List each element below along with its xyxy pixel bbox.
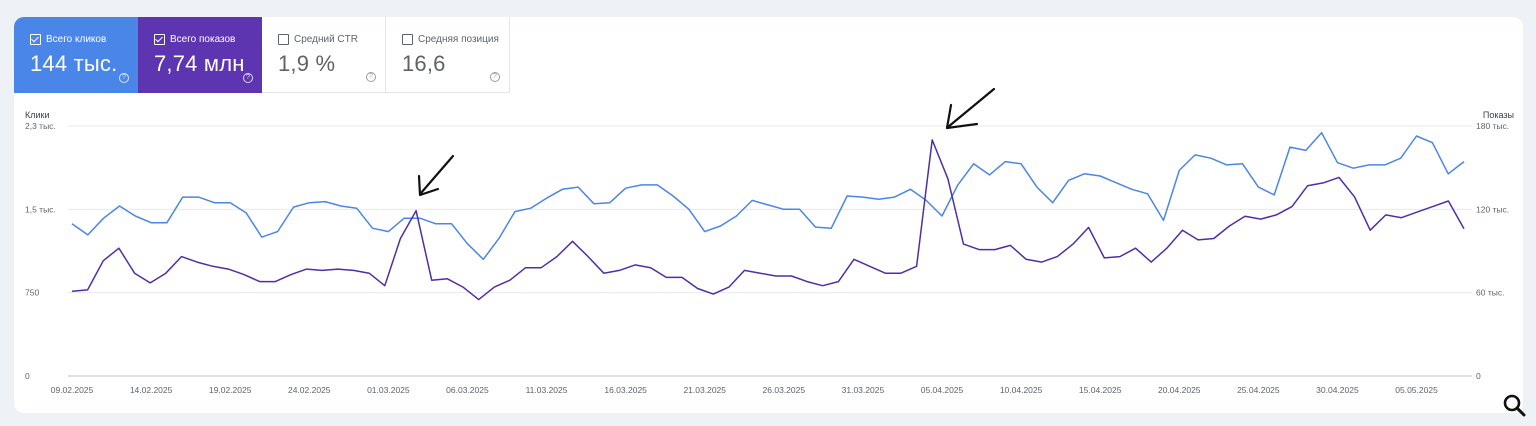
x-tick-label: 16.03.2025 — [604, 385, 647, 395]
right-axis-title: Показы — [1483, 110, 1514, 120]
arrow-1-head — [417, 174, 440, 197]
left-tick-label: 2,3 тыс. — [25, 121, 56, 131]
position-card[interactable]: Средняя позиция 16,6 ? — [386, 17, 510, 93]
x-tick-label: 05.04.2025 — [921, 385, 964, 395]
clicks-card-header: Всего кликов — [30, 34, 106, 45]
help-circle-icon[interactable]: ? — [366, 72, 376, 82]
ctr-checkbox-icon[interactable] — [278, 34, 289, 45]
position-card-value: 16,6 — [402, 51, 446, 76]
x-tick-label: 24.02.2025 — [288, 385, 331, 395]
performance-chart[interactable]: Клики Показы 2,3 тыс. 1,5 тыс. 750 0 180 тыс… — [14, 17, 1523, 413]
arrow-2-shaft — [946, 87, 996, 129]
impressions-card[interactable]: Всего показов 7,74 млн ? — [138, 17, 262, 93]
magnifier-icon[interactable] — [1500, 392, 1528, 420]
metric-cards: Всего кликов 144 тыс. ? Всего показов 7,… — [14, 17, 510, 93]
help-circle-icon[interactable]: ? — [119, 73, 129, 83]
left-tick-label: 750 — [25, 288, 39, 298]
ctr-card-header: Средний CTR — [278, 34, 358, 45]
impressions-card-header: Всего показов — [154, 34, 235, 45]
right-tick-label: 0 — [1476, 371, 1481, 381]
x-tick-label: 05.05.2025 — [1395, 385, 1438, 395]
grid — [68, 125, 1472, 377]
x-tick-label: 30.04.2025 — [1316, 385, 1359, 395]
position-card-label: Средняя позиция — [418, 34, 499, 45]
hand-drawn-arrow — [417, 87, 996, 197]
arrow-2-head — [945, 103, 979, 130]
x-tick-label: 20.04.2025 — [1158, 385, 1201, 395]
position-checkbox-icon[interactable] — [402, 34, 413, 45]
performance-panel: Всего кликов 144 тыс. ? Всего показов 7,… — [14, 17, 1523, 413]
help-circle-icon[interactable]: ? — [490, 72, 500, 82]
x-tick-label: 19.02.2025 — [209, 385, 252, 395]
left-axis-title: Клики — [25, 110, 50, 120]
impressions-series-line — [71, 139, 1465, 301]
impressions-card-label: Всего показов — [170, 34, 236, 45]
left-tick-label: 0 — [25, 371, 30, 381]
x-tick-label: 06.03.2025 — [446, 385, 489, 395]
impressions-card-value: 7,74 млн — [154, 51, 245, 76]
help-circle-icon[interactable]: ? — [243, 73, 253, 83]
right-tick-label: 60 тыс. — [1476, 288, 1504, 298]
x-tick-label: 26.03.2025 — [763, 385, 806, 395]
x-tick-label: 25.04.2025 — [1237, 385, 1280, 395]
ctr-card[interactable]: Средний CTR 1,9 % ? — [262, 17, 386, 93]
right-tick-label: 180 тыс. — [1476, 121, 1509, 131]
clicks-card[interactable]: Всего кликов 144 тыс. ? — [14, 17, 138, 93]
impressions-checkbox-icon[interactable] — [154, 34, 165, 45]
clicks-series-line — [71, 131, 1465, 261]
x-tick-label: 21.03.2025 — [683, 385, 726, 395]
x-tick-label: 11.03.2025 — [526, 385, 568, 395]
clicks-card-value: 144 тыс. — [30, 51, 118, 76]
x-tick-label: 31.03.2025 — [842, 385, 885, 395]
ctr-card-value: 1,9 % — [278, 51, 336, 76]
x-tick-label: 09.02.2025 — [51, 385, 94, 395]
x-tick-label: 01.03.2025 — [367, 385, 410, 395]
right-tick-label: 120 тыс. — [1476, 204, 1509, 214]
ctr-card-label: Средний CTR — [294, 34, 358, 45]
clicks-checkbox-icon[interactable] — [30, 34, 41, 45]
position-card-header: Средняя позиция — [402, 34, 499, 45]
axis-ticks: 2,3 тыс. 1,5 тыс. 750 0 180 тыс. 120 тыс. 60 т… — [25, 121, 1509, 395]
x-tick-label: 15.04.2025 — [1079, 385, 1122, 395]
arrow-1-shaft — [419, 154, 455, 195]
x-tick-label: 10.04.2025 — [1000, 385, 1043, 395]
x-tick-label: 14.02.2025 — [130, 385, 173, 395]
clicks-card-label: Всего кликов — [46, 34, 107, 45]
series — [71, 131, 1465, 301]
left-tick-label: 1,5 тыс. — [25, 204, 56, 214]
